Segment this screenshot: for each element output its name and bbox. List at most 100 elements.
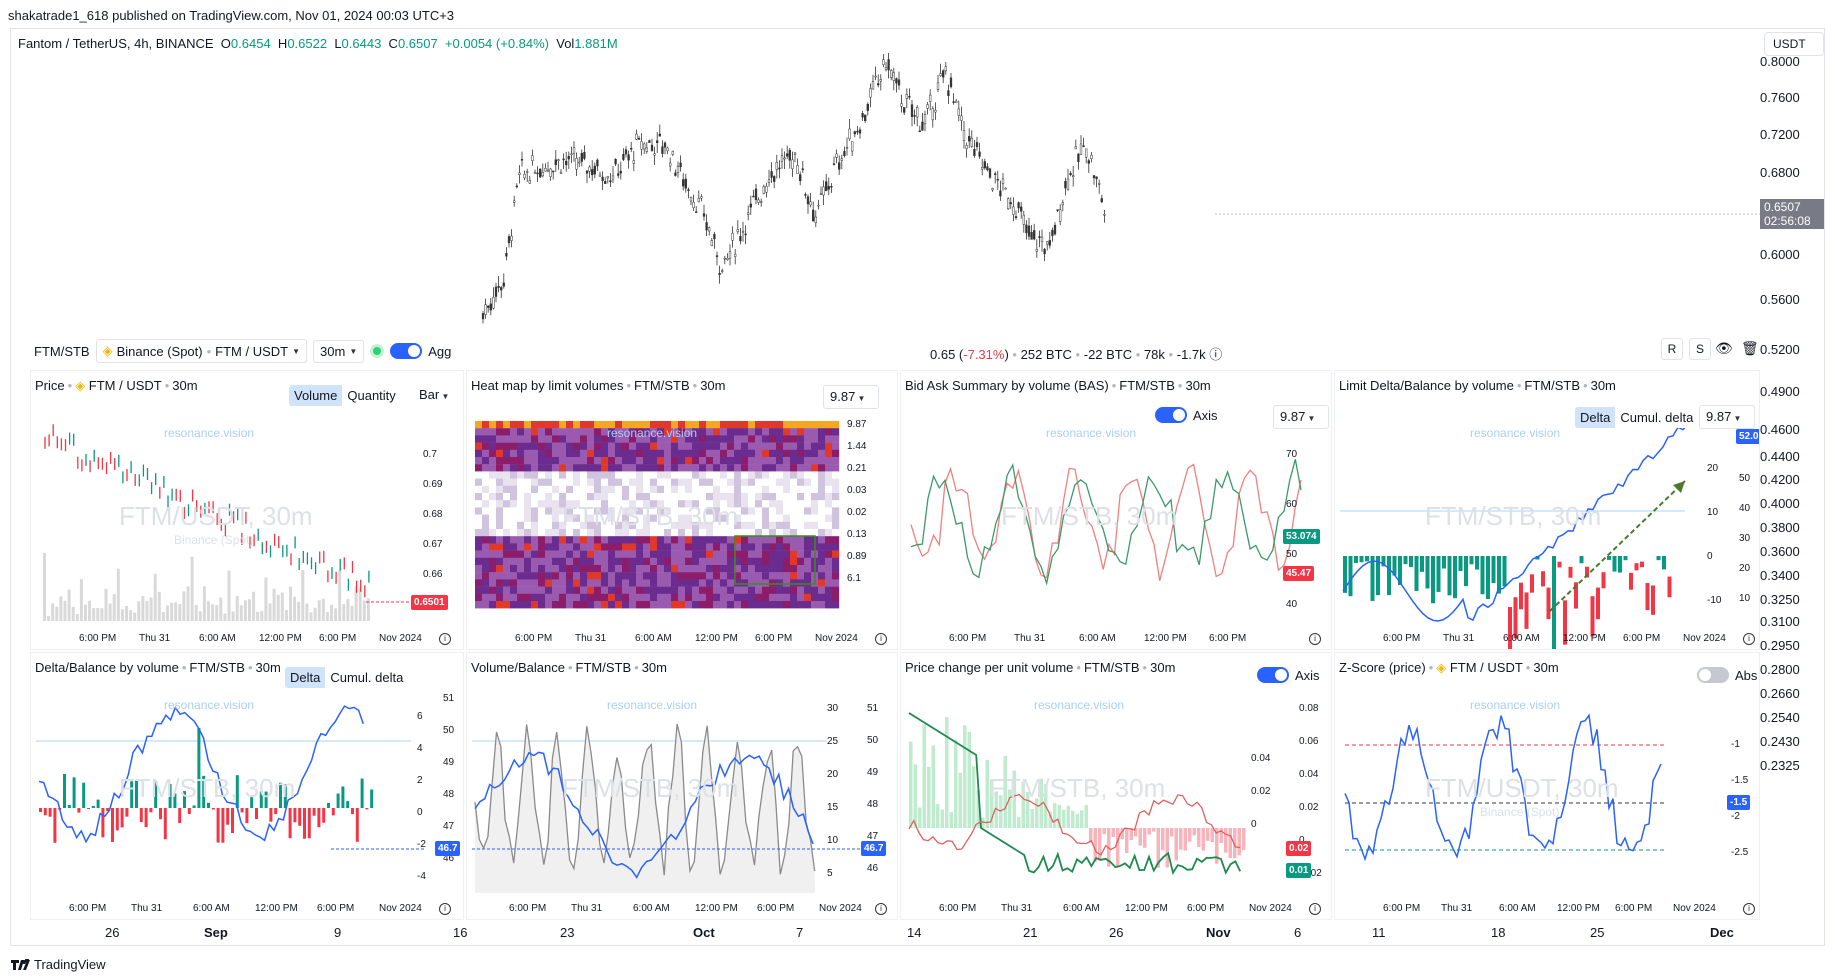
y-axis-label: -1 bbox=[1731, 739, 1740, 750]
axis-toggle[interactable] bbox=[1257, 667, 1289, 683]
info-icon[interactable]: i bbox=[1309, 633, 1321, 645]
tab-1[interactable]: Cumul. delta bbox=[325, 667, 409, 688]
x-axis-label: 12:00 PM bbox=[695, 633, 738, 644]
heatmap-cell bbox=[678, 507, 686, 515]
heatmap-cell bbox=[475, 565, 483, 573]
volume-bar bbox=[47, 615, 51, 621]
delta-bar bbox=[1640, 561, 1644, 568]
info-icon[interactable]: ⓘ bbox=[1209, 347, 1223, 362]
heatmap-cell bbox=[538, 565, 546, 573]
delta-bar bbox=[1381, 556, 1386, 567]
delta-bar bbox=[1403, 556, 1408, 565]
toolbar-symbol[interactable]: FTM/STB bbox=[34, 343, 90, 359]
delta-bar bbox=[115, 808, 119, 831]
heatmap-cell bbox=[573, 557, 581, 566]
tab-0[interactable]: Delta bbox=[285, 667, 326, 688]
heatmap-cell bbox=[573, 565, 581, 573]
main-candle bbox=[578, 156, 581, 168]
eye-icon[interactable]: 👁 bbox=[1715, 340, 1733, 356]
trash-icon[interactable]: 🗑 bbox=[1741, 340, 1759, 356]
r-button[interactable]: R bbox=[1661, 338, 1683, 360]
info-icon[interactable]: i bbox=[1309, 903, 1321, 915]
heatmap-cell bbox=[601, 435, 609, 443]
heatmap-cell bbox=[685, 485, 693, 494]
tab-1[interactable]: Quantity bbox=[342, 385, 401, 406]
heatmap-cell bbox=[615, 428, 623, 436]
currency-button[interactable]: USDT bbox=[1764, 32, 1824, 56]
heatmap-cell bbox=[503, 449, 511, 458]
heatmap-cell bbox=[678, 493, 686, 501]
site-watermark: resonance.vision bbox=[164, 698, 255, 712]
info-icon[interactable]: i bbox=[1743, 633, 1755, 645]
panel-watermark: FTM/STB, 30m bbox=[562, 773, 739, 803]
heatmap-cell bbox=[573, 507, 581, 515]
volume-bar bbox=[235, 595, 239, 621]
exchange-select[interactable]: ◈ Binance (Spot) • FTM / USDT ▼ bbox=[95, 339, 308, 363]
heatmap-cell bbox=[664, 500, 672, 508]
heatmap-cell bbox=[496, 550, 504, 558]
x-axis-label: Thu 31 bbox=[1443, 633, 1475, 644]
main-candle bbox=[1056, 209, 1059, 213]
main-candle bbox=[897, 71, 901, 90]
main-candle bbox=[978, 142, 981, 159]
heatmap-cell bbox=[629, 579, 637, 587]
heatmap-cell bbox=[790, 457, 798, 465]
info-icon[interactable]: i bbox=[439, 633, 451, 645]
heatmap-cell bbox=[706, 471, 714, 479]
depth-select[interactable]: 9.87 ▼ bbox=[1273, 405, 1329, 429]
info-icon[interactable]: i bbox=[875, 633, 887, 645]
y-axis-label: 10 bbox=[1707, 507, 1719, 518]
heatmap-cell bbox=[748, 572, 756, 580]
price-axis-label: 0.4400 bbox=[1760, 449, 1800, 464]
main-candle bbox=[905, 88, 908, 109]
chevron-down-icon: ▼ bbox=[439, 392, 450, 401]
heatmap-cell bbox=[818, 428, 826, 436]
heatmap-cell bbox=[594, 464, 602, 472]
volume-bar bbox=[129, 610, 133, 621]
heatmap-cell bbox=[580, 500, 588, 508]
agg-toggle[interactable] bbox=[390, 343, 423, 359]
heatmap-cell bbox=[720, 485, 728, 494]
chart-mode-select[interactable]: Bar ▼ bbox=[419, 387, 449, 402]
symbol-title[interactable]: Fantom / TetherUS, 4h, BINANCE bbox=[18, 36, 214, 51]
heatmap-cell bbox=[566, 449, 574, 458]
info-icon[interactable]: i bbox=[875, 903, 887, 915]
depth-select[interactable]: 9.87 ▼ bbox=[823, 385, 879, 409]
volume-bar bbox=[96, 607, 100, 621]
heatmap-cell bbox=[489, 565, 497, 573]
delta-bar bbox=[341, 786, 345, 808]
change-bar bbox=[1224, 828, 1228, 853]
heatmap-cell bbox=[643, 514, 651, 522]
info-icon[interactable]: i bbox=[1743, 903, 1755, 915]
abs-toggle[interactable] bbox=[1697, 667, 1729, 683]
heatmap-cell bbox=[503, 514, 511, 522]
heatmap-cell bbox=[545, 478, 553, 486]
heatmap-cell bbox=[503, 478, 511, 486]
tab-0[interactable]: Volume bbox=[289, 385, 343, 406]
depth-select[interactable]: 9.87 ▼ bbox=[1699, 405, 1755, 429]
tab-0[interactable]: Delta bbox=[1575, 407, 1616, 428]
s-button[interactable]: S bbox=[1689, 338, 1711, 360]
main-candle bbox=[838, 155, 841, 175]
interval-select[interactable]: 30m ▼ bbox=[313, 339, 365, 363]
info-icon[interactable]: i bbox=[439, 903, 451, 915]
tab-1[interactable]: Cumul. delta bbox=[1615, 407, 1699, 428]
heatmap-cell bbox=[713, 471, 721, 479]
heatmap-cell bbox=[531, 593, 539, 602]
heatmap-cell bbox=[776, 521, 784, 530]
heatmap-cell bbox=[531, 428, 539, 436]
heatmap-cell bbox=[580, 601, 588, 609]
heatmap-cell bbox=[734, 521, 742, 530]
delta-bar bbox=[1502, 556, 1507, 587]
delta-bar bbox=[39, 808, 42, 813]
heatmap-cell bbox=[713, 550, 721, 558]
heatmap-cell bbox=[783, 514, 791, 522]
y-axis-label: 10 bbox=[827, 835, 839, 846]
axis-toggle[interactable] bbox=[1155, 407, 1187, 423]
heatmap-cell bbox=[580, 521, 588, 530]
heatmap-cell bbox=[475, 557, 483, 566]
change-bar bbox=[927, 766, 931, 828]
panel-chart bbox=[36, 705, 426, 850]
tradingview-logo[interactable]: TradingView bbox=[10, 957, 106, 972]
